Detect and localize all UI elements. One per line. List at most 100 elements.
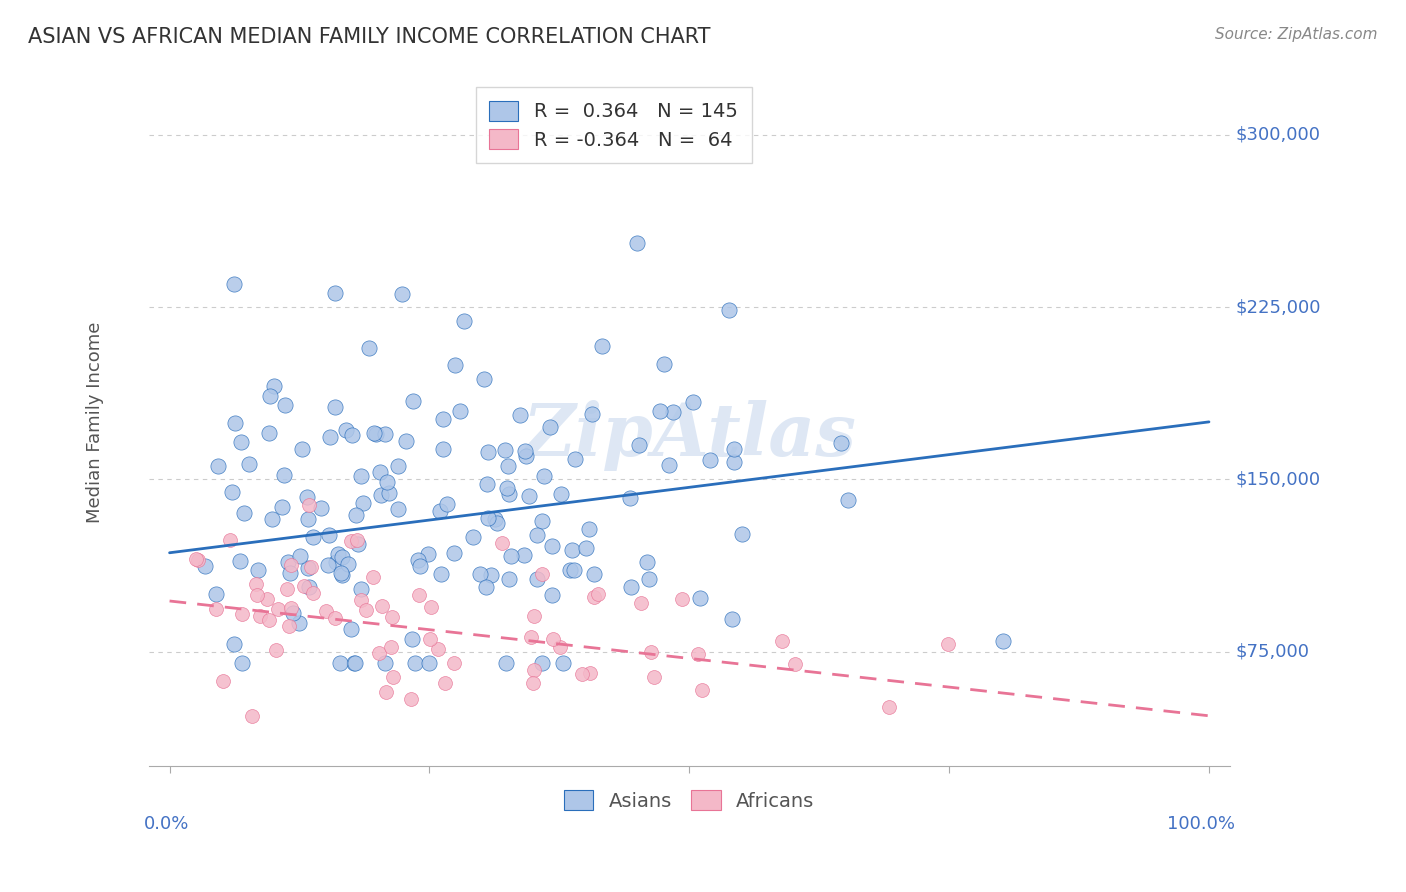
Point [280,600,302,615]
Point [718,303,741,318]
Point [501,549,523,564]
Point [408,589,430,603]
Point [682,395,704,409]
Point [723,454,745,468]
Point [522,676,544,690]
Point [541,588,564,602]
Point [583,566,606,581]
Point [350,469,373,483]
Point [270,500,292,514]
Point [315,604,337,618]
Point [299,559,322,574]
Text: $225,000: $225,000 [1234,298,1320,316]
Point [550,640,572,655]
Point [481,568,503,582]
Point [419,632,441,646]
Point [406,553,429,567]
Point [721,612,744,626]
Point [246,563,269,577]
Point [583,590,606,604]
Point [401,632,423,647]
Point [219,533,242,548]
Point [432,442,454,456]
Point [560,563,582,577]
Point [325,555,347,569]
Point [359,342,381,356]
Point [337,557,360,571]
Point [295,490,318,504]
Point [636,555,658,569]
Point [475,580,498,594]
Point [416,548,439,562]
Point [380,640,402,654]
Point [301,586,323,600]
Point [475,477,498,491]
Point [538,420,561,434]
Point [238,458,260,472]
Point [495,656,517,670]
Point [472,372,495,386]
Point [564,451,586,466]
Point [259,426,281,441]
Point [588,587,610,601]
Point [509,408,531,422]
Point [391,286,413,301]
Point [513,548,536,562]
Point [297,561,319,575]
Point [274,398,297,412]
Legend: Asians, Africans: Asians, Africans [557,782,823,819]
Text: 100.0%: 100.0% [1167,814,1234,832]
Point [350,582,373,597]
Point [316,558,339,572]
Point [638,573,661,587]
Point [346,533,368,547]
Point [395,434,418,448]
Point [249,609,271,624]
Point [399,691,422,706]
Point [491,536,513,550]
Point [323,400,346,414]
Point [936,637,959,651]
Point [591,338,613,352]
Point [256,591,278,606]
Point [222,637,245,651]
Point [292,579,315,593]
Point [409,558,432,573]
Point [278,619,301,633]
Point [378,486,401,500]
Point [350,593,373,607]
Point [231,607,253,621]
Point [330,566,353,580]
Text: Median Family Income: Median Family Income [86,321,104,523]
Point [650,404,672,418]
Point [541,632,564,646]
Point [531,567,554,582]
Point [368,465,391,479]
Point [340,622,363,636]
Point [187,552,209,566]
Point [550,487,572,501]
Point [259,613,281,627]
Point [671,591,693,606]
Point [619,491,641,505]
Point [562,563,585,577]
Point [419,600,441,615]
Point [551,656,574,670]
Point [530,656,553,670]
Point [375,685,398,699]
Point [280,558,302,573]
Point [212,674,235,689]
Point [477,444,499,458]
Point [319,430,342,444]
Point [444,358,467,372]
Point [581,407,603,421]
Point [991,633,1014,648]
Point [229,435,252,450]
Point [485,516,508,531]
Point [367,646,389,660]
Point [496,459,519,474]
Point [204,601,226,615]
Point [231,656,253,670]
Point [374,426,396,441]
Point [692,682,714,697]
